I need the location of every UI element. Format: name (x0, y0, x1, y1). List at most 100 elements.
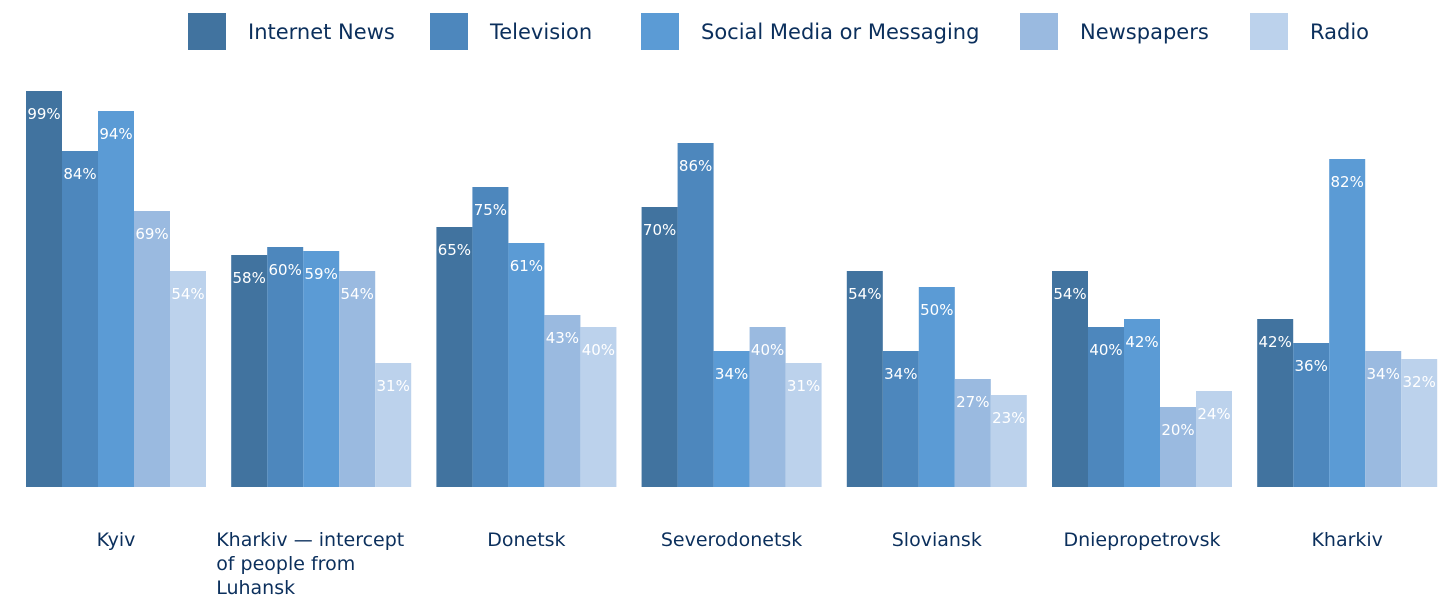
legend-swatch (188, 13, 226, 50)
x-tick-label: Severodonetsk (627, 528, 837, 552)
value-label: 54% (1053, 285, 1086, 303)
x-tick-label: Kyiv (11, 528, 221, 552)
value-label: 27% (956, 393, 989, 411)
bar (1329, 159, 1366, 487)
bar (472, 187, 509, 487)
value-label: 50% (920, 301, 953, 319)
bar (1088, 327, 1124, 487)
legend-swatch (641, 13, 679, 50)
value-label: 59% (305, 265, 338, 283)
value-label: 43% (546, 329, 579, 347)
bar (713, 351, 750, 487)
x-tick-label: Kharkiv — intercept of people from Luhan… (216, 528, 426, 600)
value-label: 31% (787, 377, 820, 395)
bar (339, 271, 376, 487)
value-label: 42% (1125, 333, 1158, 351)
legend-label: Television (490, 19, 593, 44)
legend-label: Radio (1310, 19, 1370, 44)
value-label: 40% (751, 341, 784, 359)
bar (544, 315, 581, 487)
legend-label: Internet News (248, 19, 395, 44)
value-label: 54% (341, 285, 374, 303)
x-tick-label: Dniepropetrovsk (1037, 528, 1247, 552)
value-label: 58% (233, 269, 266, 287)
category-text: Severodonetsk (660, 529, 803, 551)
value-label: 99% (27, 105, 60, 123)
bar (785, 363, 822, 487)
value-label: 94% (99, 125, 132, 143)
legend-item: Internet News (188, 13, 395, 50)
value-label: 32% (1403, 373, 1436, 391)
value-label: 20% (1161, 421, 1194, 439)
bar (918, 287, 955, 487)
value-label: 60% (269, 261, 302, 279)
bar (954, 379, 991, 487)
bar (1160, 407, 1196, 487)
category-text: Donetsk (487, 529, 566, 551)
value-label: 69% (135, 225, 168, 243)
bar (508, 243, 545, 487)
value-label: 82% (1331, 173, 1364, 191)
value-label: 34% (884, 365, 917, 383)
value-label: 31% (377, 377, 410, 395)
legend-swatch (1020, 13, 1058, 50)
bar (1257, 319, 1294, 487)
bar (436, 227, 473, 487)
value-label: 70% (643, 221, 676, 239)
bar (134, 211, 170, 487)
bar (882, 351, 919, 487)
bar (1365, 351, 1402, 487)
bar (1196, 391, 1232, 487)
value-label: 86% (679, 157, 712, 175)
legend-label: Social Media or Messaging (701, 19, 980, 44)
value-label: 54% (848, 285, 881, 303)
value-label: 61% (510, 257, 543, 275)
value-label: 36% (1295, 357, 1328, 375)
bar (1293, 343, 1330, 487)
x-tick-label: Sloviansk (832, 528, 1042, 552)
value-label: 34% (715, 365, 748, 383)
bar (267, 247, 304, 487)
value-label: 40% (1089, 341, 1122, 359)
bar (98, 111, 134, 487)
value-label: 54% (171, 285, 204, 303)
bar (990, 395, 1027, 487)
category-text: Dniepropetrovsk (1063, 529, 1221, 551)
value-label: 65% (438, 241, 471, 259)
bar (375, 363, 412, 487)
legend-swatch (1250, 13, 1288, 50)
bar (231, 255, 268, 487)
category-text: Kyiv (96, 529, 136, 551)
value-label: 23% (992, 409, 1025, 427)
bar (1052, 271, 1088, 487)
legend-swatch (430, 13, 468, 50)
bar (677, 143, 714, 487)
value-label: 42% (1259, 333, 1292, 351)
legend-item: Newspapers (1020, 13, 1209, 50)
category-text: Kharkiv — intercept of people from Luhan… (216, 529, 405, 599)
bar (580, 327, 617, 487)
legend-label: Newspapers (1080, 19, 1209, 44)
value-label: 84% (63, 165, 96, 183)
legend-item: Radio (1250, 13, 1369, 50)
legend-item: Social Media or Messaging (641, 13, 979, 50)
bar (1401, 359, 1438, 487)
x-tick-label: Kharkiv (1242, 528, 1452, 552)
bar (749, 327, 786, 487)
legend-item: Television (430, 13, 592, 50)
value-label: 34% (1367, 365, 1400, 383)
bar (846, 271, 883, 487)
category-text: Sloviansk (891, 529, 982, 551)
bar (170, 271, 206, 487)
bar (1124, 319, 1160, 487)
bar (62, 151, 98, 487)
x-tick-label: Donetsk (421, 528, 631, 552)
value-label: 75% (474, 201, 507, 219)
bar (641, 207, 678, 487)
category-text: Kharkiv (1311, 529, 1383, 551)
value-label: 40% (582, 341, 615, 359)
value-label: 24% (1197, 405, 1230, 423)
bar (303, 251, 340, 487)
bar (26, 91, 62, 487)
